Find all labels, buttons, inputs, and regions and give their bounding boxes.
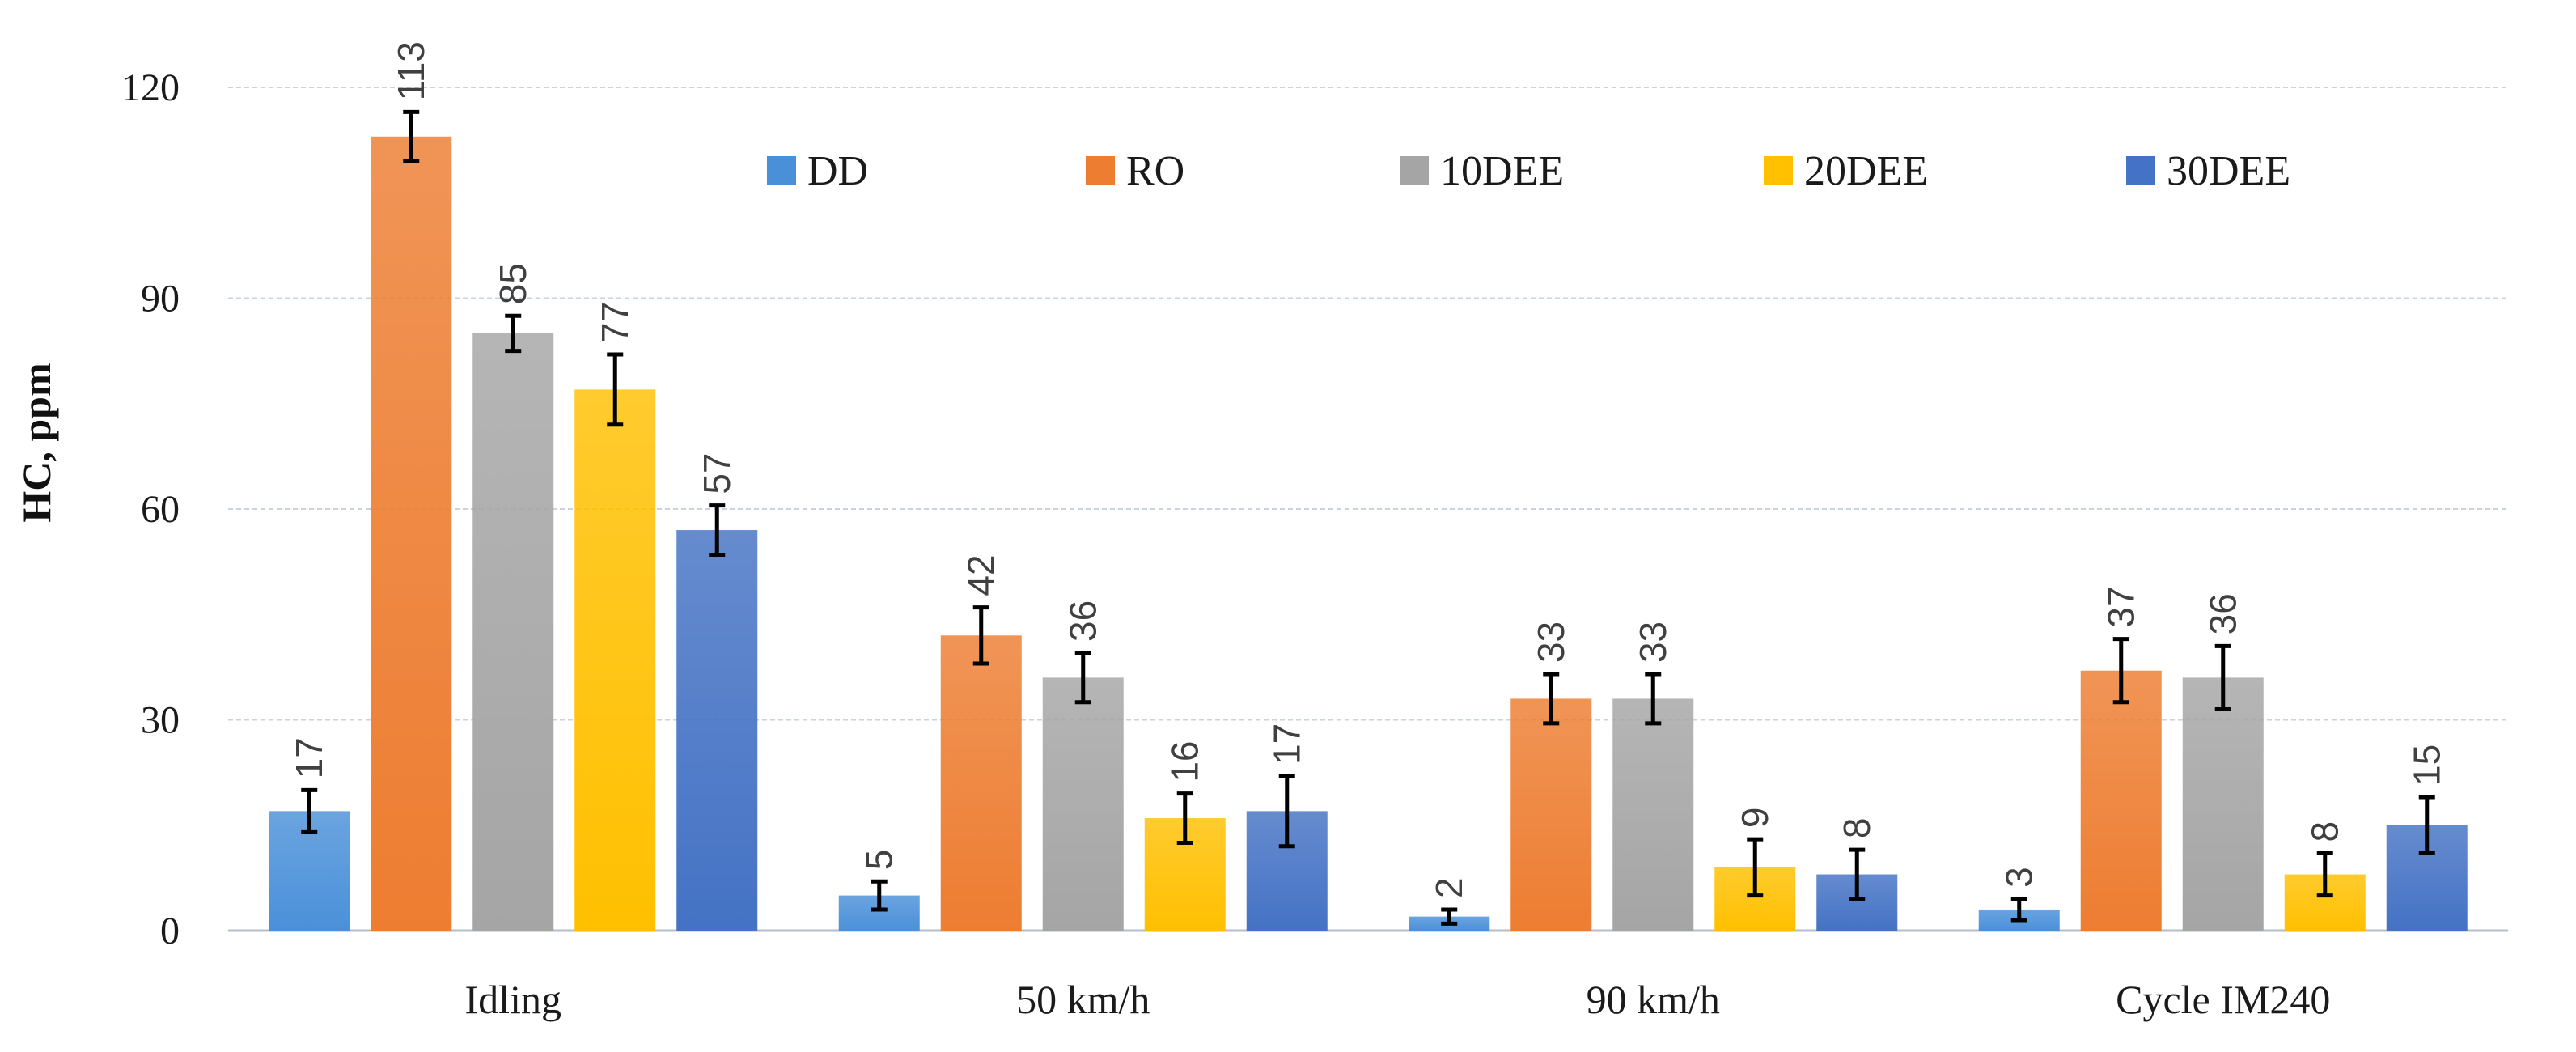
error-bar-20dee-idling <box>607 352 624 427</box>
y-tick-label: 0 <box>160 910 180 952</box>
data-label-ro-idling: 113 <box>390 41 432 100</box>
data-label-20dee-cycle-im240: 8 <box>2304 821 2346 842</box>
data-label-10dee-90-km-h: 33 <box>1632 621 1674 663</box>
error-bar-ro-90-km-h <box>1543 672 1560 726</box>
error-bar-30dee-50-km-h <box>1278 774 1295 849</box>
y-tick-label: 90 <box>141 278 180 320</box>
data-label-10dee-50-km-h: 36 <box>1062 600 1104 642</box>
category-label-idling: Idling <box>465 977 561 1022</box>
data-label-30dee-idling: 57 <box>696 452 738 494</box>
gridlines <box>228 87 2508 932</box>
y-axis-title: HC, ppm <box>14 363 59 522</box>
bar-10dee-idling <box>472 333 554 931</box>
data-label-20dee-90-km-h: 9 <box>1734 808 1776 829</box>
data-label-ro-90-km-h: 33 <box>1530 621 1572 663</box>
data-label-10dee-cycle-im240: 36 <box>2202 593 2244 634</box>
category-label-50-km-h: 50 km/h <box>1016 977 1150 1022</box>
legend-swatch <box>1400 156 1429 185</box>
error-bar-10dee-90-km-h <box>1645 672 1662 726</box>
error-bar-dd-50-km-h <box>871 879 888 912</box>
y-tick-label: 120 <box>121 66 180 109</box>
legend-item-ro: RO <box>1086 148 1184 194</box>
legend-label: 20DEE <box>1804 148 1928 194</box>
legend-swatch <box>1086 156 1115 185</box>
data-label-30dee-90-km-h: 8 <box>1836 818 1878 839</box>
error-bar-20dee-50-km-h <box>1176 791 1193 845</box>
error-bar-30dee-idling <box>709 503 726 557</box>
y-axis-ticks: 0 30 60 90 120 <box>121 66 180 952</box>
error-bar-ro-cycle-im240 <box>2112 637 2129 705</box>
legend-label: DD <box>807 148 868 194</box>
bar-10dee-50-km-h <box>1042 677 1124 931</box>
error-bar-ro-50-km-h <box>972 605 989 666</box>
category-label-90-km-h: 90 km/h <box>1587 977 1720 1022</box>
legend-item-10dee: 10DEE <box>1400 148 1564 194</box>
error-bar-dd-90-km-h <box>1441 907 1458 926</box>
data-labels: 17 113 85 77 57 5 42 36 16 17 2 33 33 9 8 3 37 36 8 15 <box>288 41 2448 898</box>
legend: DD RO 10DEE 20DEE 30DEE <box>767 148 2290 194</box>
legend-swatch <box>767 156 796 185</box>
legend-item-30dee: 30DEE <box>2126 148 2290 194</box>
x-axis-categories: Idling 50 km/h 90 km/h Cycle IM240 <box>465 977 2331 1022</box>
error-bar-30dee-cycle-im240 <box>2418 795 2435 855</box>
legend-swatch <box>1764 156 1793 185</box>
y-tick-label: 60 <box>141 488 180 531</box>
legend-swatch <box>2126 156 2155 185</box>
legend-label: RO <box>1126 148 1184 194</box>
data-label-20dee-idling: 77 <box>594 302 636 343</box>
bar-20dee-idling <box>574 389 656 931</box>
bar-10dee-90-km-h <box>1612 698 1694 931</box>
y-tick-label: 30 <box>141 699 180 742</box>
bar-30dee-idling <box>676 530 758 931</box>
bar-ro-idling <box>371 136 452 931</box>
error-bar-20dee-90-km-h <box>1747 837 1764 898</box>
data-label-dd-90-km-h: 2 <box>1428 877 1470 898</box>
error-bar-dd-idling <box>301 787 318 834</box>
error-bar-10dee-idling <box>505 313 522 354</box>
legend-item-dd: DD <box>767 148 868 194</box>
bar-ro-50-km-h <box>940 635 1022 931</box>
error-bar-dd-cycle-im240 <box>2010 897 2027 923</box>
data-label-ro-50-km-h: 42 <box>960 554 1002 596</box>
legend-item-20dee: 20DEE <box>1764 148 1928 194</box>
bar-ro-90-km-h <box>1510 698 1592 931</box>
data-label-dd-idling: 17 <box>288 737 330 778</box>
error-bars <box>301 109 2435 926</box>
error-bar-10dee-cycle-im240 <box>2214 643 2231 711</box>
category-label-cycle-im240: Cycle IM240 <box>2116 977 2330 1022</box>
data-label-dd-cycle-im240: 3 <box>1998 867 2040 888</box>
legend-label: 10DEE <box>1440 148 1564 194</box>
legend-label: 30DEE <box>2167 148 2290 194</box>
error-bar-10dee-50-km-h <box>1074 651 1091 705</box>
data-label-10dee-idling: 85 <box>492 263 534 304</box>
error-bar-30dee-90-km-h <box>1849 847 1866 901</box>
bars <box>269 136 2468 931</box>
data-label-dd-50-km-h: 5 <box>858 850 900 871</box>
data-label-30dee-cycle-im240: 15 <box>2406 744 2448 786</box>
data-label-30dee-50-km-h: 17 <box>1266 723 1308 765</box>
bar-10dee-cycle-im240 <box>2182 677 2264 931</box>
error-bar-20dee-cycle-im240 <box>2316 851 2333 898</box>
error-bar-ro-idling <box>403 109 420 163</box>
data-label-ro-cycle-im240: 37 <box>2100 586 2142 627</box>
data-label-20dee-50-km-h: 16 <box>1164 741 1206 783</box>
bar-ro-cycle-im240 <box>2080 670 2162 931</box>
